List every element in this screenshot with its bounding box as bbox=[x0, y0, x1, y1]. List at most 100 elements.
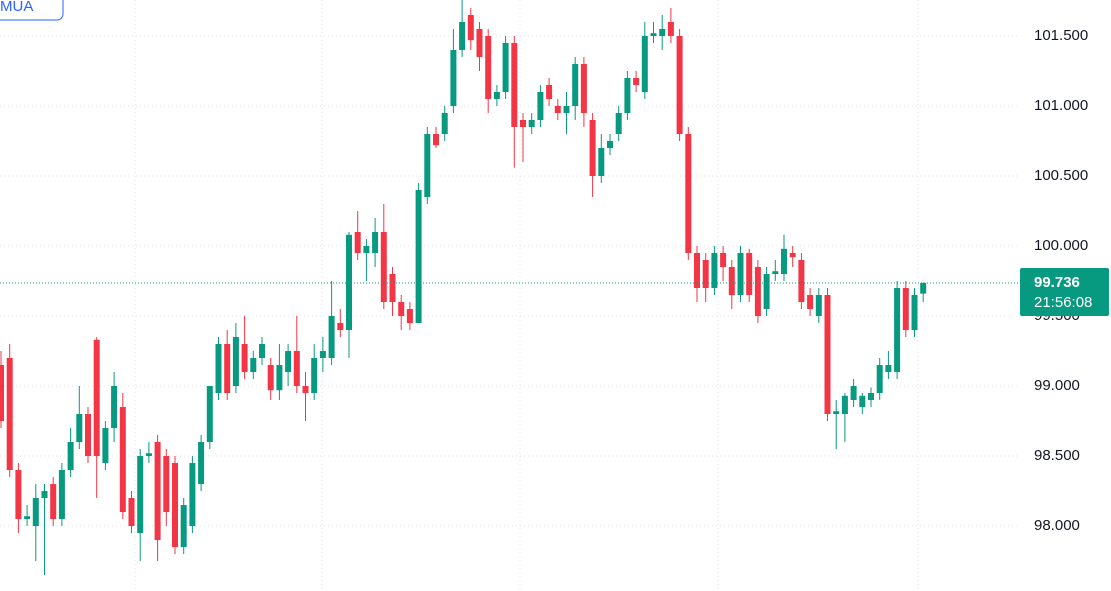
y-tick-label: 100.000 bbox=[1034, 237, 1088, 254]
candle-body bbox=[720, 253, 727, 268]
candle-body bbox=[15, 470, 22, 520]
candle-body bbox=[876, 365, 883, 394]
buy-button-frame[interactable] bbox=[0, 0, 64, 21]
candle-body bbox=[433, 133, 439, 146]
candle-body bbox=[868, 393, 874, 401]
candle-body bbox=[754, 267, 761, 317]
candle-body bbox=[363, 246, 370, 254]
candle-body bbox=[493, 91, 500, 99]
candle-body bbox=[502, 42, 509, 92]
time-grid bbox=[134, 0, 919, 591]
y-tick-label: 100.500 bbox=[1034, 167, 1088, 184]
candle-body bbox=[554, 105, 561, 113]
y-tick-label: 101.000 bbox=[1034, 97, 1088, 114]
candle-body bbox=[589, 119, 596, 176]
candle-body bbox=[137, 456, 144, 534]
candle-body bbox=[650, 33, 657, 36]
candles bbox=[0, 0, 927, 576]
candle-body bbox=[624, 77, 631, 113]
candle-body bbox=[76, 414, 83, 443]
candle-body bbox=[920, 282, 927, 294]
candle-body bbox=[119, 407, 126, 513]
candle-body bbox=[850, 386, 857, 401]
candle-body bbox=[694, 253, 700, 289]
candle-body bbox=[746, 253, 753, 296]
candle-body bbox=[293, 351, 300, 387]
candle-body bbox=[163, 456, 170, 513]
candle-body bbox=[250, 358, 257, 373]
candle-body bbox=[546, 84, 553, 99]
candle-body bbox=[676, 35, 683, 134]
candle-body bbox=[128, 498, 135, 527]
candle-body bbox=[598, 147, 605, 176]
candle-body bbox=[824, 295, 831, 415]
candle-body bbox=[467, 14, 474, 41]
candle-body bbox=[728, 267, 735, 296]
candle-body bbox=[807, 295, 814, 310]
candle-body bbox=[319, 351, 326, 359]
last-price: 99.736 21:56:08 bbox=[0, 267, 1109, 316]
candle-body bbox=[833, 411, 840, 415]
candle-body bbox=[641, 35, 648, 92]
candle-body bbox=[615, 112, 622, 134]
candle-body bbox=[406, 309, 413, 324]
candle-body bbox=[346, 234, 352, 331]
candle-body bbox=[702, 260, 709, 289]
candle-body bbox=[424, 133, 431, 197]
candle-body bbox=[441, 112, 448, 134]
candle-body bbox=[189, 463, 196, 527]
candle-body bbox=[0, 365, 4, 422]
candle-body bbox=[111, 386, 118, 429]
candle-body bbox=[102, 428, 109, 464]
candle-body bbox=[485, 35, 492, 99]
candle-body bbox=[841, 395, 848, 415]
candle-body bbox=[67, 442, 74, 471]
candle-body bbox=[607, 140, 613, 148]
y-tick-label: 98.000 bbox=[1034, 517, 1080, 534]
candle-body bbox=[180, 505, 187, 548]
candle-body bbox=[398, 302, 405, 317]
candle-body bbox=[815, 295, 822, 317]
buy-button-label[interactable]: MUA bbox=[0, 0, 33, 15]
last-price-box bbox=[1020, 267, 1109, 316]
candle-body bbox=[580, 63, 587, 113]
candle-body bbox=[563, 105, 570, 113]
candle-body bbox=[267, 365, 274, 391]
candle-body bbox=[32, 498, 39, 527]
candle-body bbox=[206, 386, 213, 443]
y-tick-label: 101.500 bbox=[1034, 27, 1088, 44]
candle-body bbox=[215, 344, 222, 394]
candle-body bbox=[172, 463, 178, 548]
candle-body bbox=[154, 442, 161, 541]
candle-body bbox=[737, 253, 744, 296]
candle-body bbox=[85, 414, 91, 457]
candle-body bbox=[58, 470, 65, 520]
candle-body bbox=[328, 316, 335, 359]
candle-body bbox=[50, 484, 57, 520]
candle-body bbox=[232, 337, 239, 387]
candle-body bbox=[789, 253, 796, 258]
price-grid bbox=[0, 35, 1020, 527]
candle-body bbox=[198, 442, 205, 485]
candle-body bbox=[302, 386, 309, 394]
candle-body bbox=[711, 253, 718, 289]
buy-button[interactable]: MUA bbox=[0, 0, 64, 21]
candle-body bbox=[354, 232, 361, 254]
candle-body bbox=[145, 453, 152, 457]
candle-body bbox=[885, 365, 892, 373]
candle-body bbox=[859, 395, 866, 408]
candle-body bbox=[41, 491, 48, 499]
candle-body bbox=[537, 91, 544, 120]
candle-body bbox=[633, 77, 640, 85]
candle-body bbox=[476, 28, 483, 57]
candle-body bbox=[415, 189, 422, 324]
candle-body bbox=[798, 260, 805, 303]
candle-body bbox=[781, 248, 787, 275]
candle-body bbox=[685, 133, 692, 254]
candle-body bbox=[337, 323, 344, 331]
candle-body bbox=[450, 49, 457, 106]
candle-body bbox=[6, 358, 13, 471]
candle-body bbox=[667, 21, 674, 36]
candle-body bbox=[520, 119, 526, 127]
